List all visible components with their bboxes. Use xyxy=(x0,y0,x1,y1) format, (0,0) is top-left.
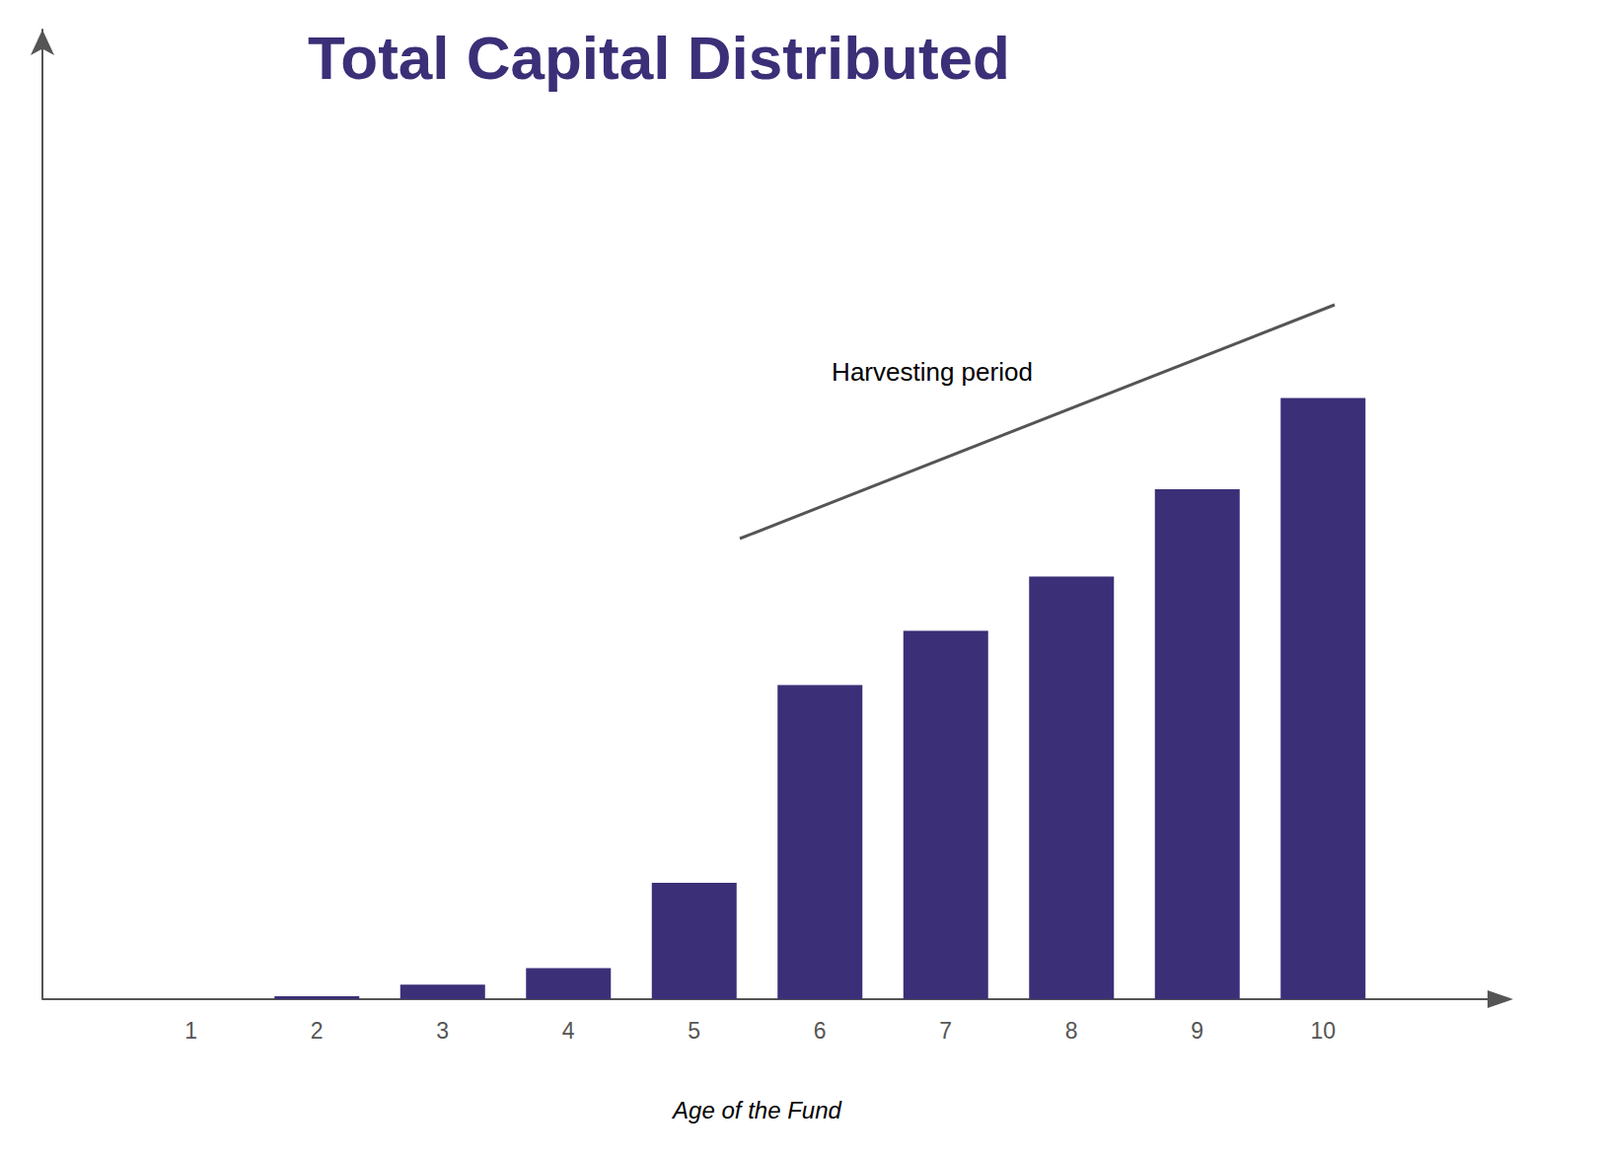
svg-text:6: 6 xyxy=(813,1018,827,1044)
svg-text:5: 5 xyxy=(687,1018,701,1044)
svg-text:1: 1 xyxy=(184,1018,198,1044)
svg-text:3: 3 xyxy=(436,1018,449,1044)
svg-text:7: 7 xyxy=(939,1018,952,1044)
svg-text:9: 9 xyxy=(1190,1018,1204,1044)
svg-text:10: 10 xyxy=(1309,1018,1336,1044)
svg-text:Harvesting period: Harvesting period xyxy=(831,357,1033,387)
svg-text:4: 4 xyxy=(562,1018,576,1044)
svg-text:Total Capital Distributed: Total Capital Distributed xyxy=(307,23,1011,92)
svg-text:8: 8 xyxy=(1065,1018,1079,1044)
svg-text:Age of the Fund: Age of the Fund xyxy=(670,1096,842,1124)
svg-text:2: 2 xyxy=(310,1018,324,1044)
